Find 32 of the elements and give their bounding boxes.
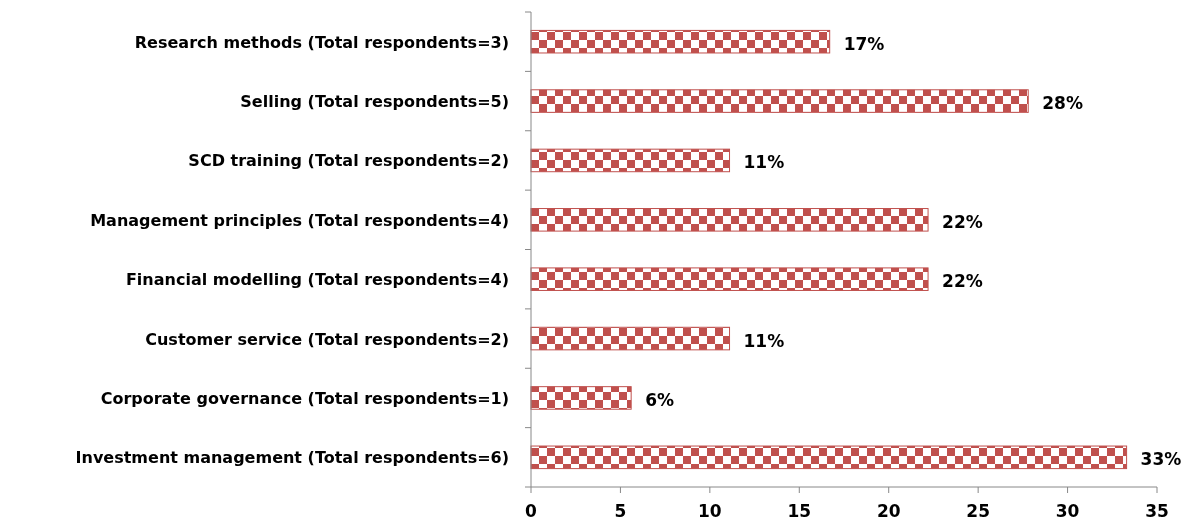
bar [530, 148, 731, 173]
data-label: 11% [743, 330, 785, 351]
bar [530, 208, 929, 232]
data-label: 11% [743, 152, 785, 173]
data-label: 33% [1140, 449, 1182, 470]
y-tick-label: Customer service (Total respondents=2) [145, 329, 509, 349]
x-tick-label: 10 [698, 501, 722, 521]
y-tick-label: Investment management (Total respondents=6) [75, 448, 509, 468]
bar [530, 89, 1029, 113]
bar [530, 445, 1128, 470]
y-tick-label: SCD training (Total respondents=2) [188, 151, 509, 171]
y-tick-label: Research methods (Total respondents=3) [134, 32, 509, 52]
x-tick-label: 35 [1145, 501, 1169, 521]
y-tick-label: Management principles (Total respondents=4) [90, 210, 509, 230]
x-tick-label: 20 [876, 501, 901, 521]
data-label: 6% [645, 389, 675, 410]
x-tick-label: 15 [787, 501, 812, 521]
x-tick-label: 25 [966, 501, 990, 521]
x-tick-label: 5 [614, 501, 627, 521]
bar [530, 326, 731, 351]
data-label: 22% [942, 271, 983, 292]
y-tick-label: Selling (Total respondents=5) [240, 92, 509, 112]
bar [530, 386, 632, 410]
bar [530, 29, 831, 54]
bar [530, 267, 929, 291]
y-tick-label: Corporate governance (Total respondents=1) [100, 388, 509, 408]
y-tick-label: Financial modelling (Total respondents=4) [125, 270, 509, 290]
x-tick-label: 0 [525, 501, 538, 521]
data-label: 17% [843, 33, 885, 54]
data-label: 22% [942, 211, 983, 232]
x-tick-label: 30 [1055, 501, 1080, 521]
data-label: 28% [1042, 93, 1083, 114]
